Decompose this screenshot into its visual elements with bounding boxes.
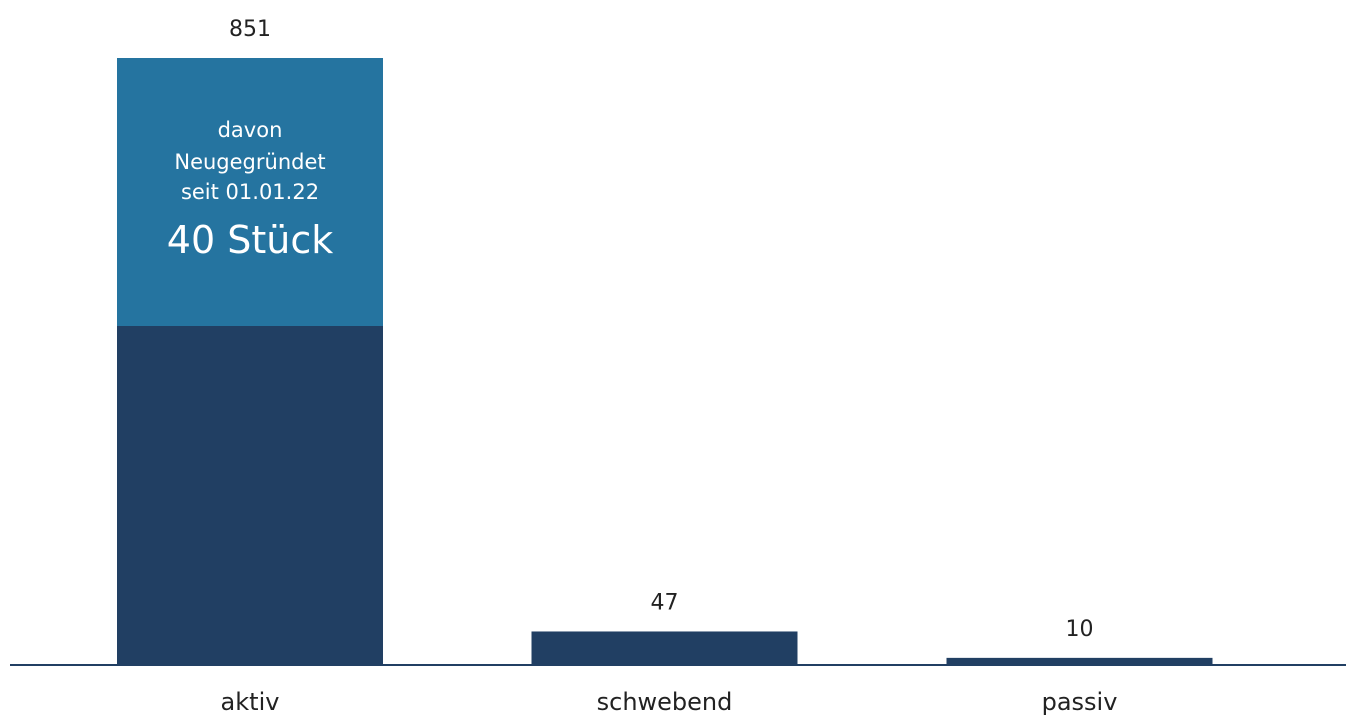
- value-label-schwebend: 47: [651, 590, 679, 615]
- category-label-schwebend: schwebend: [597, 688, 733, 716]
- highlight-text-line: seit 01.01.22: [181, 180, 319, 204]
- highlight-text-line: davon: [218, 118, 283, 142]
- value-label-passiv: 10: [1066, 617, 1094, 642]
- highlight-group: davon Neugegründet seit 01.01.22 40 Stück: [117, 58, 383, 326]
- value-labels-group: 851 47 10: [229, 17, 1094, 642]
- bar-schwebend: [531, 631, 798, 665]
- highlight-value: 40 Stück: [167, 218, 333, 262]
- category-label-passiv: passiv: [1042, 688, 1118, 716]
- highlight-text-line: Neugegründet: [174, 150, 325, 174]
- category-labels-group: aktiv schwebend passiv: [221, 688, 1118, 716]
- value-label-aktiv: 851: [229, 17, 271, 42]
- bar-passiv: [946, 657, 1213, 665]
- highlight-segment: [117, 58, 383, 326]
- category-label-aktiv: aktiv: [221, 688, 280, 716]
